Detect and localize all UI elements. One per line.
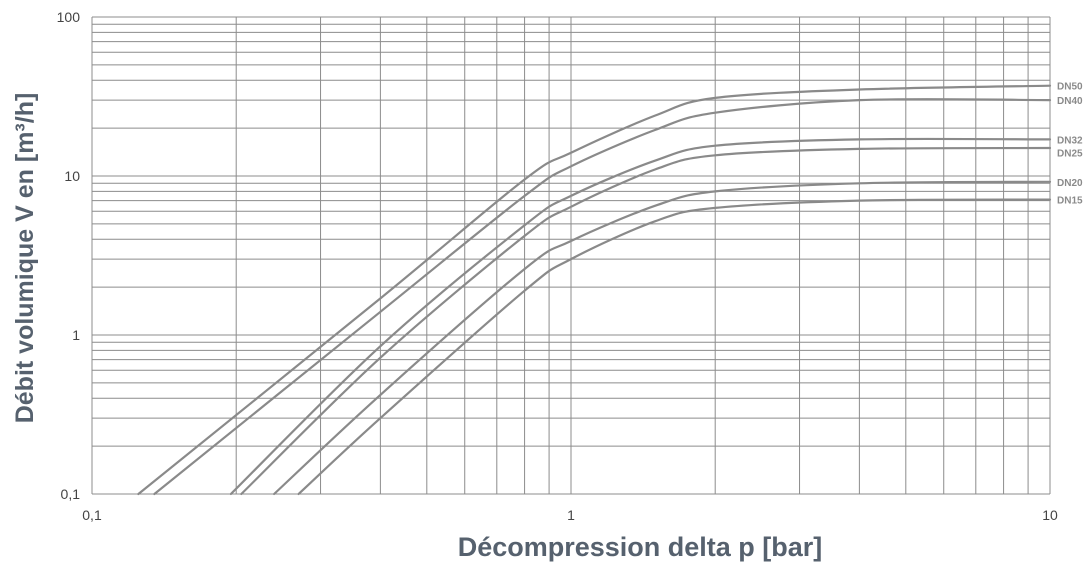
series-label-dn20: DN20: [1057, 178, 1083, 189]
x-tick-label: 10: [1042, 507, 1058, 523]
y-tick-label: 100: [57, 9, 81, 25]
series-label-dn15: DN15: [1057, 196, 1083, 207]
x-tick-label: 1: [567, 507, 575, 523]
y-tick-label: 10: [64, 168, 80, 184]
y-tick-label: 0,1: [61, 486, 81, 502]
series-label-dn32: DN32: [1057, 135, 1083, 146]
x-tick-label: 0,1: [82, 507, 102, 523]
grid: [91, 16, 1051, 495]
series-line-dn50: [137, 84, 1052, 496]
y-axis-title: Débit volumique V en [m³/h]: [11, 93, 39, 424]
tick-labels: 0,1 1 10 0,1 1 10 100: [57, 9, 1058, 523]
x-axis-title: Décompression delta p [bar]: [458, 532, 823, 562]
series-labels: DN50 DN40 DN32 DN25 DN20 DN15: [1057, 82, 1083, 207]
series-label-dn25: DN25: [1057, 148, 1083, 159]
series-line-dn25: [240, 146, 1052, 496]
series-lines: [137, 84, 1052, 496]
series-line-dn15: [297, 198, 1052, 496]
y-tick-label: 1: [72, 327, 80, 343]
series-line-dn40: [153, 98, 1052, 496]
series-line-dn32: [229, 137, 1052, 496]
series-label-dn40: DN40: [1057, 96, 1083, 107]
series-line-dn20: [273, 180, 1052, 496]
series-label-dn50: DN50: [1057, 82, 1083, 93]
